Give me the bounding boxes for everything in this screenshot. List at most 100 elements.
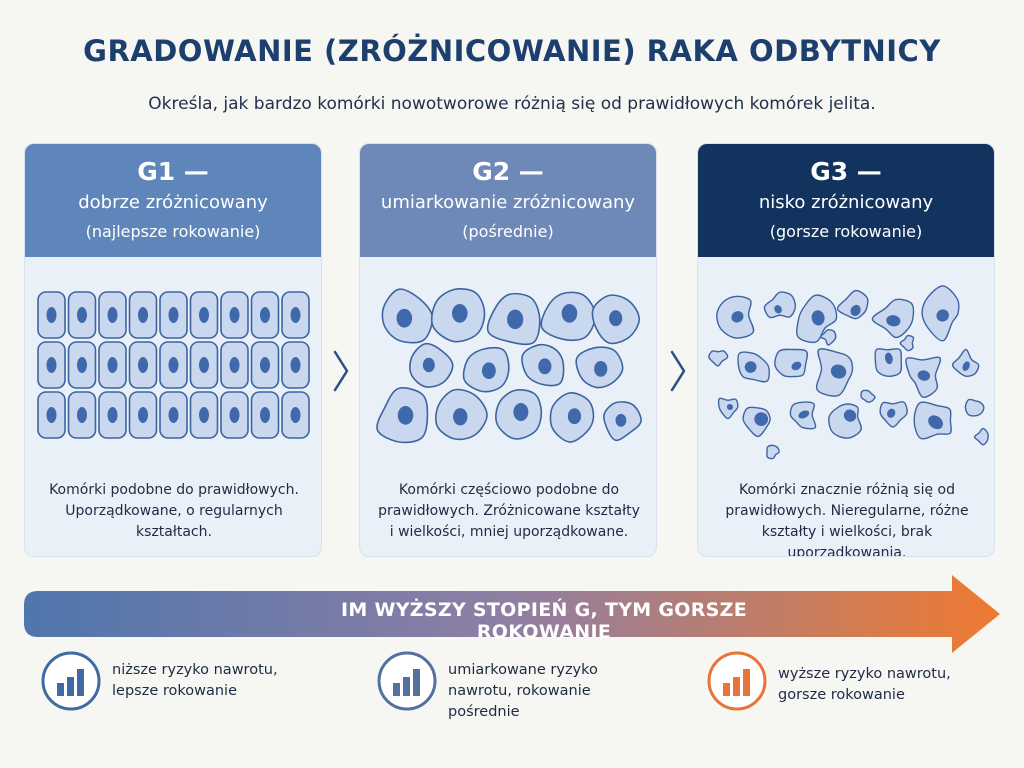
- cell: [737, 351, 770, 383]
- grade-description: Komórki podobne do prawidłowych. Uporząd…: [35, 480, 313, 543]
- cell: [742, 406, 771, 438]
- page-subtitle: Określa, jak bardzo komórki nowotworowe …: [148, 94, 876, 114]
- cell: [964, 398, 985, 417]
- cell: [905, 356, 942, 398]
- cells-illustration-g1: [37, 291, 310, 439]
- cells-illustration-g3: [708, 285, 989, 460]
- cell: [37, 391, 66, 439]
- cell: [836, 289, 869, 320]
- cell: [220, 391, 249, 439]
- cell: [708, 350, 729, 367]
- cell: [281, 291, 310, 339]
- page-title: GRADOWANIE (ZRÓŻNICOWANIE) RAKA ODBYTNIC…: [83, 34, 941, 68]
- chevron-right-icon: [670, 350, 686, 392]
- grade-name: umiarkowanie zróżnicowany: [380, 192, 636, 213]
- grade-description-line: prawidłowych. Zróżnicowane kształty: [378, 503, 640, 519]
- cell: [899, 334, 915, 352]
- cell: [189, 391, 219, 439]
- cell: [717, 397, 739, 420]
- grade-description-line: Uporządkowane, o regularnych kształtach.: [65, 503, 283, 540]
- grade-description-line: i wielkości, mniej uporządkowane.: [389, 524, 629, 540]
- legend-item-moderate-risk: umiarkowane ryzyko nawrotu, rokowanie po…: [376, 650, 656, 730]
- cell: [871, 298, 915, 339]
- cell: [220, 291, 249, 339]
- grade-description-line: Komórki częściowo podobne do: [398, 482, 620, 498]
- legend-item-high-risk: wyższe ryzyko nawrotu, gorsze rokowanie: [706, 650, 1006, 730]
- grade-header-g1: G1 — dobrze zróżnicowany (najlepsze roko…: [25, 144, 321, 257]
- chevron-right-icon: [333, 350, 349, 392]
- cell: [951, 348, 980, 377]
- cell: [815, 348, 854, 397]
- cell: [874, 348, 903, 378]
- cell: [879, 401, 908, 428]
- grade-description-line: kształty i wielkości, brak uporządkowani…: [761, 524, 933, 557]
- cell: [37, 341, 66, 389]
- cell: [281, 341, 310, 389]
- cell: [381, 288, 434, 344]
- legend-text: lepsze rokowanie: [112, 683, 237, 699]
- cell: [67, 391, 97, 439]
- grade-name: dobrze zróżnicowany: [78, 192, 268, 213]
- cell: [376, 387, 429, 444]
- cell: [250, 341, 280, 389]
- cell: [128, 391, 158, 439]
- prognosis-arrow: [24, 575, 1000, 653]
- grade-header-g3: G3 — nisko zróżnicowany (gorsze rokowani…: [698, 144, 994, 257]
- legend-text: wyższe ryzyko nawrotu,: [778, 666, 951, 682]
- cell: [159, 391, 188, 439]
- grade-card-g3: G3 — nisko zróżnicowany (gorsze rokowani…: [697, 143, 995, 557]
- cell: [250, 291, 280, 339]
- grade-header-g2: G2 — umiarkowanie zróżnicowany (pośredni…: [360, 144, 656, 257]
- cell: [430, 288, 486, 343]
- grade-card-g2: G2 — umiarkowanie zróżnicowany (pośredni…: [359, 143, 657, 557]
- cell: [540, 291, 597, 342]
- grade-prognosis: (gorsze rokowanie): [769, 222, 923, 241]
- cell: [409, 342, 454, 388]
- cell: [220, 341, 249, 389]
- cell: [789, 401, 817, 430]
- cell: [973, 427, 989, 446]
- cell: [486, 292, 541, 346]
- cell: [98, 341, 127, 389]
- cell: [67, 291, 97, 339]
- cell: [159, 341, 188, 389]
- cell: [819, 329, 837, 346]
- grade-description-line: prawidłowych. Nieregularne, różne: [725, 503, 969, 519]
- grade-name: nisko zróżnicowany: [758, 192, 934, 213]
- cell: [128, 291, 158, 339]
- cell: [98, 391, 127, 439]
- cell: [281, 391, 310, 439]
- bar-chart-icon: [377, 651, 437, 711]
- legend-text: umiarkowane ryzyko: [448, 662, 598, 678]
- grade-card-g1: G1 — dobrze zróżnicowany (najlepsze roko…: [24, 143, 322, 557]
- cell: [860, 389, 876, 403]
- cell: [913, 401, 952, 440]
- cell: [763, 291, 797, 319]
- cell: [159, 291, 188, 339]
- cells-illustration-g2: [376, 288, 642, 444]
- grade-label: G1 —: [137, 157, 209, 186]
- cell: [828, 403, 862, 439]
- grade-prognosis: (najlepsze rokowanie): [85, 222, 261, 241]
- cell: [591, 294, 641, 345]
- cell: [575, 346, 624, 389]
- cell: [189, 341, 219, 389]
- grade-label: G2 —: [472, 157, 544, 186]
- cell: [189, 291, 219, 339]
- legend-text: pośrednie: [448, 704, 520, 720]
- legend-text: nawrotu, rokowanie: [448, 683, 591, 699]
- cell: [250, 391, 280, 439]
- legend-text: gorsze rokowanie: [778, 687, 905, 703]
- grade-description-line: Komórki znacznie różnią się od: [739, 482, 955, 498]
- cell: [716, 295, 755, 339]
- cell: [67, 341, 97, 389]
- grade-description: Komórki częściowo podobne do prawidłowyc…: [370, 480, 648, 543]
- cell: [766, 444, 780, 460]
- cell: [434, 388, 488, 441]
- cell: [921, 285, 960, 342]
- cell: [796, 294, 838, 343]
- bar-chart-icon: [707, 651, 767, 711]
- cell: [128, 341, 158, 389]
- cell: [774, 348, 809, 378]
- grade-prognosis: (pośrednie): [462, 222, 554, 241]
